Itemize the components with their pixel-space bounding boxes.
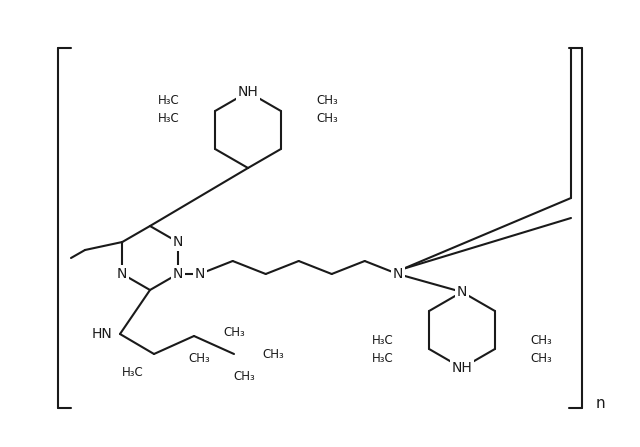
Text: H₃C: H₃C [372,334,394,347]
Text: H₃C: H₃C [122,366,144,379]
Text: N: N [173,267,183,281]
Text: H₃C: H₃C [158,113,180,126]
Text: N: N [117,267,127,281]
Text: N: N [457,285,467,299]
Text: CH₃: CH₃ [316,94,338,107]
Text: CH₃: CH₃ [262,347,284,360]
Text: H₃C: H₃C [372,353,394,366]
Text: NH: NH [452,361,472,375]
Text: N: N [392,267,403,281]
Text: N: N [195,267,205,281]
Text: N: N [173,235,183,249]
Text: CH₃: CH₃ [223,325,245,338]
Text: CH₃: CH₃ [188,351,210,364]
Text: NH: NH [237,85,259,99]
Text: CH₃: CH₃ [233,370,255,383]
Text: n: n [596,396,605,412]
Text: CH₃: CH₃ [530,334,552,347]
Text: CH₃: CH₃ [316,113,338,126]
Text: CH₃: CH₃ [530,353,552,366]
Text: H₃C: H₃C [158,94,180,107]
Text: HN: HN [92,327,112,341]
